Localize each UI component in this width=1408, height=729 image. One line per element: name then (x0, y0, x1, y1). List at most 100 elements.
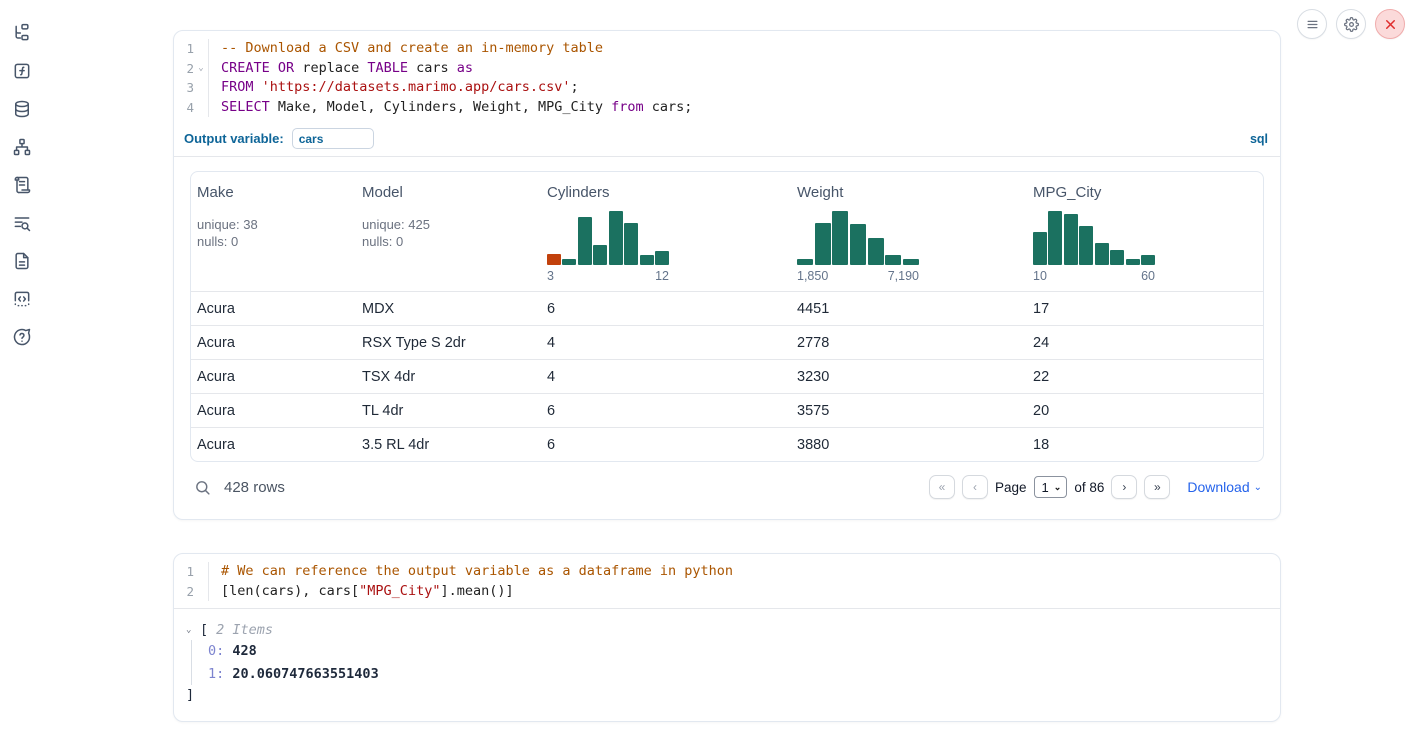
python-output-tree: ⌄[2 Items 0: 428 1: 20.060747663551403] (174, 609, 1280, 721)
code-token (254, 79, 262, 95)
python-code-editor[interactable]: 1 # We can reference the output variable … (174, 554, 1280, 608)
table-row[interactable]: Acura TL 4dr 6 3575 20 (191, 393, 1263, 427)
code-line: 2 ⌄ CREATE OR replace TABLE cars as (174, 58, 1280, 78)
close-button[interactable] (1375, 9, 1405, 39)
column-stats: unique: 38 nulls: 0 (197, 216, 348, 250)
code-line: 1 -- Download a CSV and create an in-memo… (174, 39, 1280, 59)
column-header[interactable]: MPG_City 10 60 (1027, 172, 1263, 291)
menu-button[interactable] (1297, 9, 1327, 39)
fold-arrow-icon[interactable]: ⌄ (198, 62, 204, 73)
code-line: 4 SELECT Make, Model, Cylinders, Weight, … (174, 97, 1280, 118)
line-number: 1 (186, 564, 194, 579)
code-token: [len(cars), cars[ (221, 582, 360, 599)
prev-page-button[interactable]: ‹ (962, 475, 988, 499)
histogram-max-label: 12 (655, 269, 669, 283)
table-cell: 4 (547, 334, 556, 351)
sidebar-help-chat-button[interactable] (11, 326, 33, 348)
output-variable-label: Output variable: (184, 131, 284, 146)
table-cell: MDX (362, 300, 395, 317)
table-row[interactable]: Acura MDX 6 4451 17 (191, 291, 1263, 325)
histogram-bar (577, 217, 592, 265)
tree-entry-index: 0: (208, 643, 225, 659)
text-search-icon (14, 217, 31, 232)
column-stat: unique: 425 (362, 217, 430, 232)
histogram-bar (639, 255, 654, 265)
histogram-bar (814, 223, 831, 265)
sidebar-database-button[interactable] (11, 98, 33, 120)
output-variable-row: Output variable: sql (174, 124, 1280, 156)
language-badge: sql (1249, 131, 1268, 146)
page-label: Page (995, 479, 1027, 495)
chevron-down-icon: ⌄ (1053, 481, 1062, 492)
table-cell: 3230 (797, 368, 830, 385)
table-cell: Acura (197, 436, 235, 453)
column-header[interactable]: Model unique: 425 nulls: 0 (356, 172, 541, 291)
table-row[interactable]: Acura TSX 4dr 4 3230 22 (191, 359, 1263, 393)
table-cell: 3575 (797, 402, 830, 419)
column-label: Make (197, 184, 234, 201)
column-header[interactable]: Make unique: 38 nulls: 0 (191, 172, 356, 291)
output-variable-input[interactable] (291, 128, 374, 149)
tree-entry-value: 20.060747663551403 (224, 665, 379, 682)
download-button[interactable]: Download ⌄ (1187, 479, 1262, 495)
sql-code-editor[interactable]: 1 -- Download a CSV and create an in-memo… (174, 31, 1280, 124)
table-cell: 20 (1033, 402, 1050, 419)
code-content: # We can reference the output variable a… (208, 562, 733, 582)
chevron-down-icon: ⌄ (1253, 481, 1262, 493)
table-cell: 18 (1033, 436, 1050, 453)
sidebar-snippets-code-button[interactable] (11, 288, 33, 310)
column-header[interactable]: Weight 1,850 7,190 (791, 172, 1027, 291)
tree-collapse-icon[interactable]: ⌄ (186, 625, 192, 635)
tree-items-count: 2 Items (216, 622, 274, 638)
histogram-bar (1110, 250, 1125, 265)
table-cell: Acura (197, 334, 235, 351)
sidebar-documentation-button[interactable] (11, 250, 33, 272)
page-select[interactable]: 1 ⌄ (1033, 476, 1068, 498)
histogram-bar (655, 251, 669, 265)
menu-icon (1307, 20, 1317, 28)
table-body: Acura MDX 6 4451 17 Acura RSX Type S 2dr 4 2778 2… (191, 291, 1263, 461)
table-row[interactable]: Acura RSX Type S 2dr 4 2778 24 (191, 325, 1263, 359)
file-tree-icon (15, 23, 29, 41)
code-content: -- Download a CSV and create an in-memor… (208, 39, 603, 59)
line-gutter: 1 (174, 39, 208, 59)
table-cell: Acura (197, 402, 235, 419)
function-square-icon (14, 63, 30, 79)
histogram-bars (797, 211, 919, 265)
table-cell: 6 (547, 300, 556, 317)
sidebar-file-tree-button[interactable] (11, 22, 33, 44)
last-page-button[interactable]: » (1144, 475, 1171, 499)
search-icon[interactable] (194, 479, 211, 496)
sidebar-text-search-button[interactable] (11, 212, 33, 234)
sidebar-scroll-logs-button[interactable] (11, 174, 33, 196)
column-histogram: 3 12 (547, 211, 669, 283)
help-chat-icon (13, 328, 31, 346)
data-table: Make unique: 38 nulls: 0 Model unique: 425 nu… (190, 171, 1264, 462)
sql-cell: 1 -- Download a CSV and create an in-memo… (173, 30, 1281, 520)
column-label: MPG_City (1033, 184, 1102, 201)
table-output-section: Make unique: 38 nulls: 0 Model unique: 425 nu… (174, 157, 1280, 519)
histogram-min-label: 1,850 (797, 269, 829, 283)
histogram-bars (547, 211, 669, 265)
sidebar-dependency-graph-button[interactable] (11, 136, 33, 158)
settings-button[interactable] (1336, 9, 1366, 39)
sidebar-panel (0, 0, 44, 729)
next-page-button[interactable]: › (1111, 475, 1138, 499)
histogram-bar (562, 259, 577, 265)
code-line: 3 FROM 'https://datasets.marimo.app/cars.… (174, 78, 1280, 98)
table-row[interactable]: Acura 3.5 RL 4dr 6 3880 18 (191, 427, 1263, 461)
row-count: 428 rows (224, 478, 285, 496)
code-content: CREATE OR replace TABLE cars as (208, 58, 473, 78)
histogram-bar (1094, 243, 1109, 265)
code-token: cars; (643, 98, 693, 115)
histogram-bar (1048, 211, 1063, 265)
line-number: 2 (186, 583, 194, 599)
code-content: FROM 'https://datasets.marimo.app/cars.c… (208, 78, 579, 98)
histogram-bar (849, 224, 867, 265)
column-header[interactable]: Cylinders 3 12 (541, 172, 791, 291)
first-page-button[interactable]: « (929, 475, 955, 499)
sidebar-function-square-button[interactable] (11, 60, 33, 82)
line-gutter: 4 (174, 98, 208, 118)
table-cell: TSX 4dr (362, 368, 416, 385)
code-token: TABLE (367, 59, 408, 76)
